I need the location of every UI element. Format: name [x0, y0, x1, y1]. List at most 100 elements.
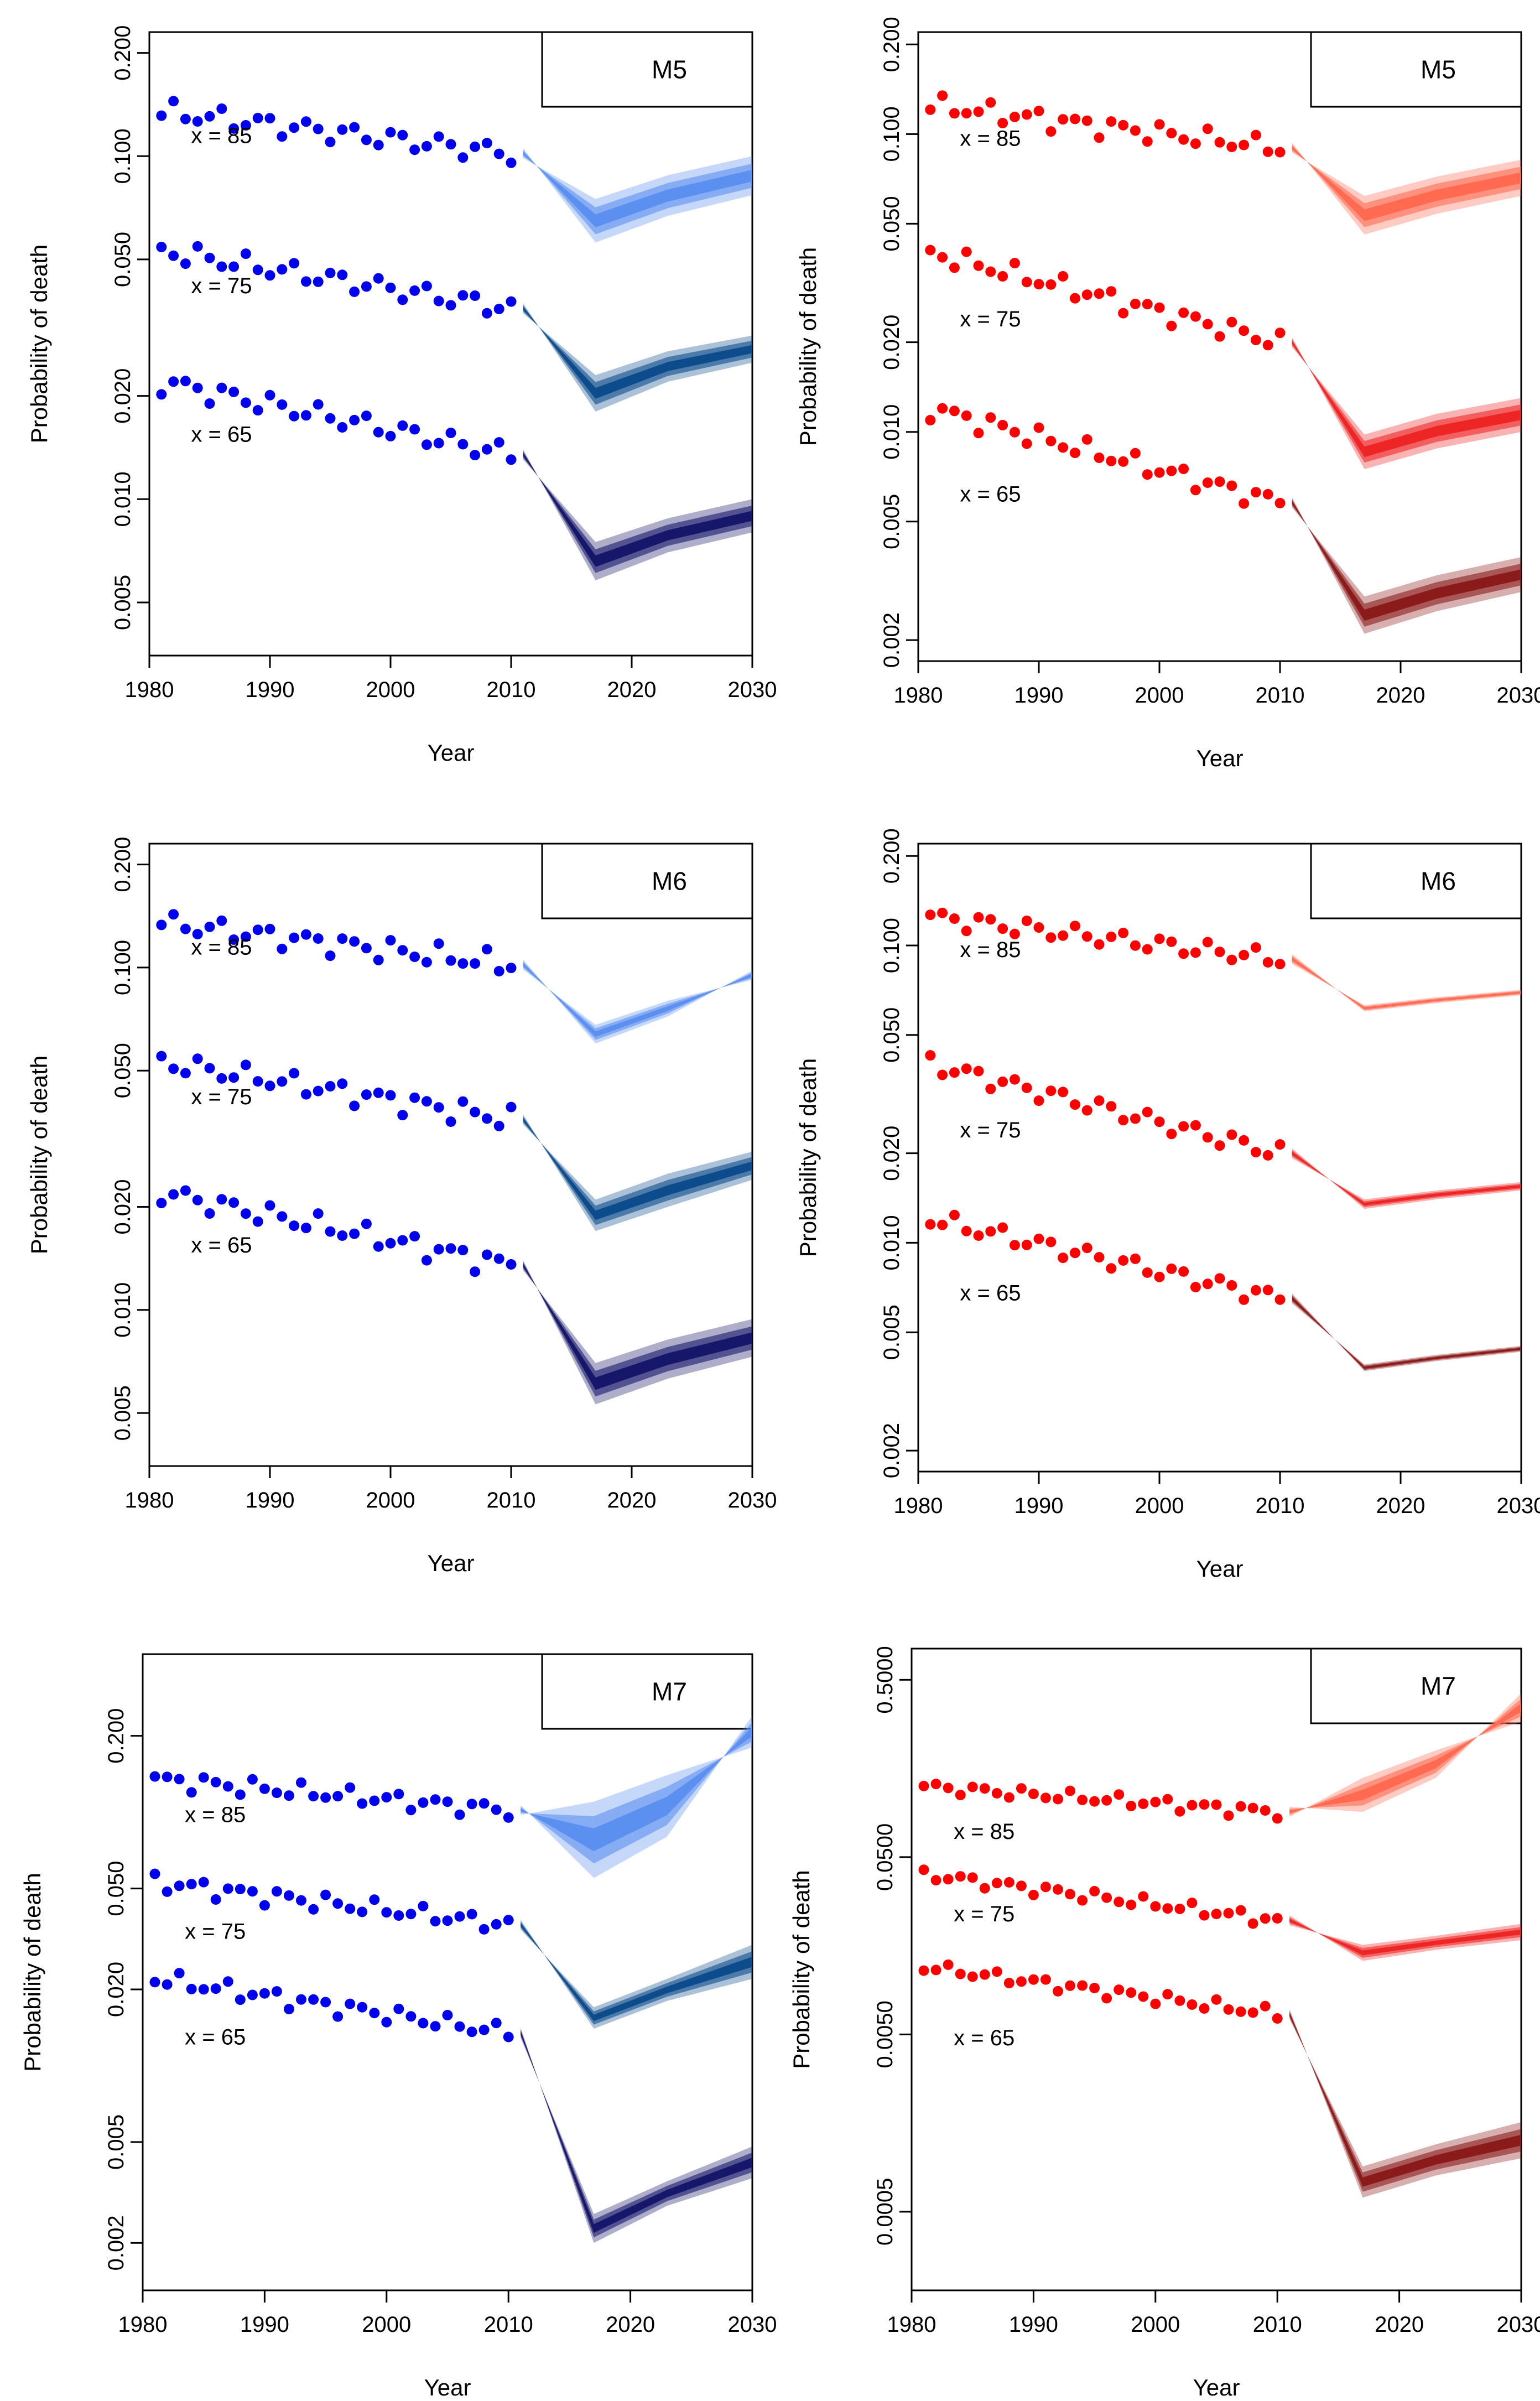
data-point: [1081, 115, 1092, 126]
data-point: [1118, 308, 1129, 319]
data-point: [349, 122, 360, 133]
y-tick-label: 0.002: [104, 2215, 128, 2270]
data-point: [481, 1249, 492, 1260]
data-point: [1174, 1995, 1185, 2006]
data-point: [149, 1771, 160, 1782]
data-point: [1069, 921, 1080, 932]
data-point: [1199, 1910, 1210, 1921]
data-point: [1045, 279, 1057, 290]
data-point: [1262, 957, 1273, 968]
data-point: [320, 1889, 331, 1900]
data-point: [918, 1864, 929, 1875]
data-point: [228, 261, 240, 272]
x-tick-label: 2030: [728, 2312, 777, 2337]
data-point: [180, 1185, 191, 1196]
y-tick-label: 0.050: [111, 1043, 135, 1098]
data-point: [204, 252, 215, 263]
data-point: [1016, 1783, 1027, 1794]
data-point: [369, 2008, 380, 2019]
data-point: [930, 1779, 941, 1790]
data-point: [180, 113, 191, 124]
data-point: [1262, 1150, 1273, 1161]
data-point: [174, 1774, 185, 1785]
data-point: [222, 1781, 233, 1792]
data-point: [397, 1110, 408, 1121]
data-point: [325, 950, 336, 962]
data-point: [247, 1886, 258, 1897]
data-point: [204, 1063, 215, 1074]
data-point: [937, 907, 948, 918]
x-tick-label: 1980: [125, 1488, 174, 1513]
data-point: [1130, 448, 1141, 459]
data-point: [478, 2024, 490, 2035]
fan-band: [521, 1727, 752, 1852]
data-point: [345, 1903, 356, 1914]
data-point: [325, 137, 336, 148]
data-point: [369, 1795, 380, 1806]
data-point: [493, 1120, 504, 1131]
data-point: [457, 439, 469, 450]
y-tick-label: 0.200: [880, 828, 904, 884]
data-point: [156, 919, 167, 931]
data-point: [1166, 1129, 1177, 1140]
data-point: [918, 1780, 929, 1791]
data-point: [235, 1884, 246, 1895]
data-point: [192, 382, 203, 393]
age-label: x = 65: [954, 2026, 1014, 2050]
age-label: x = 75: [191, 1085, 252, 1109]
model-label: M5: [652, 55, 687, 84]
data-point: [1166, 936, 1177, 947]
data-point: [1016, 1880, 1027, 1891]
series-x75: x = 75: [156, 1051, 752, 1231]
data-point: [1003, 1877, 1014, 1888]
data-point: [156, 242, 167, 252]
x-tick-label: 1990: [246, 1488, 295, 1513]
y-tick-label: 0.0005: [873, 2178, 897, 2246]
series-x75: x = 75: [156, 241, 752, 412]
data-point: [1106, 1101, 1117, 1112]
model-label: M7: [652, 1677, 687, 1706]
data-point: [1021, 277, 1032, 288]
data-point: [168, 96, 179, 107]
data-point: [405, 2011, 417, 2022]
data-point: [235, 1994, 246, 2005]
x-tick-label: 2030: [728, 678, 777, 702]
data-point: [1202, 1132, 1213, 1143]
y-tick-label: 0.050: [111, 232, 135, 287]
data-point: [454, 1809, 465, 1820]
data-point: [421, 141, 432, 152]
y-tick-label: 0.005: [880, 1305, 904, 1360]
data-point: [1033, 1233, 1044, 1244]
y-tick-label: 0.050: [880, 1007, 904, 1063]
data-point: [1154, 933, 1165, 944]
data-point: [1226, 954, 1237, 965]
series-x65: x = 65: [156, 376, 752, 580]
data-point: [457, 1096, 469, 1107]
data-point: [349, 1228, 360, 1239]
data-point: [325, 1226, 336, 1237]
data-point: [1058, 1087, 1069, 1098]
data-point: [1250, 129, 1261, 141]
data-point: [1187, 1800, 1198, 1811]
age-label: x = 75: [960, 307, 1021, 331]
data-point: [337, 1230, 348, 1241]
data-point: [1235, 1905, 1246, 1916]
y-tick-label: 0.020: [111, 368, 135, 424]
data-point: [228, 1072, 240, 1083]
data-point: [949, 913, 960, 924]
data-point: [192, 241, 203, 252]
y-axis-label: Probability of death: [795, 247, 821, 446]
data-point: [240, 1208, 251, 1219]
data-point: [349, 286, 360, 297]
age-label: x = 65: [960, 482, 1021, 506]
data-point: [289, 258, 300, 269]
data-point: [216, 261, 227, 272]
data-point: [973, 428, 984, 439]
fan-band: [521, 1716, 752, 1878]
data-point: [186, 1787, 197, 1798]
y-tick-label: 0.200: [104, 1708, 128, 1764]
data-point: [325, 413, 336, 424]
data-point: [503, 2031, 514, 2043]
data-point: [925, 1219, 936, 1230]
model-label-box: [1310, 843, 1522, 919]
